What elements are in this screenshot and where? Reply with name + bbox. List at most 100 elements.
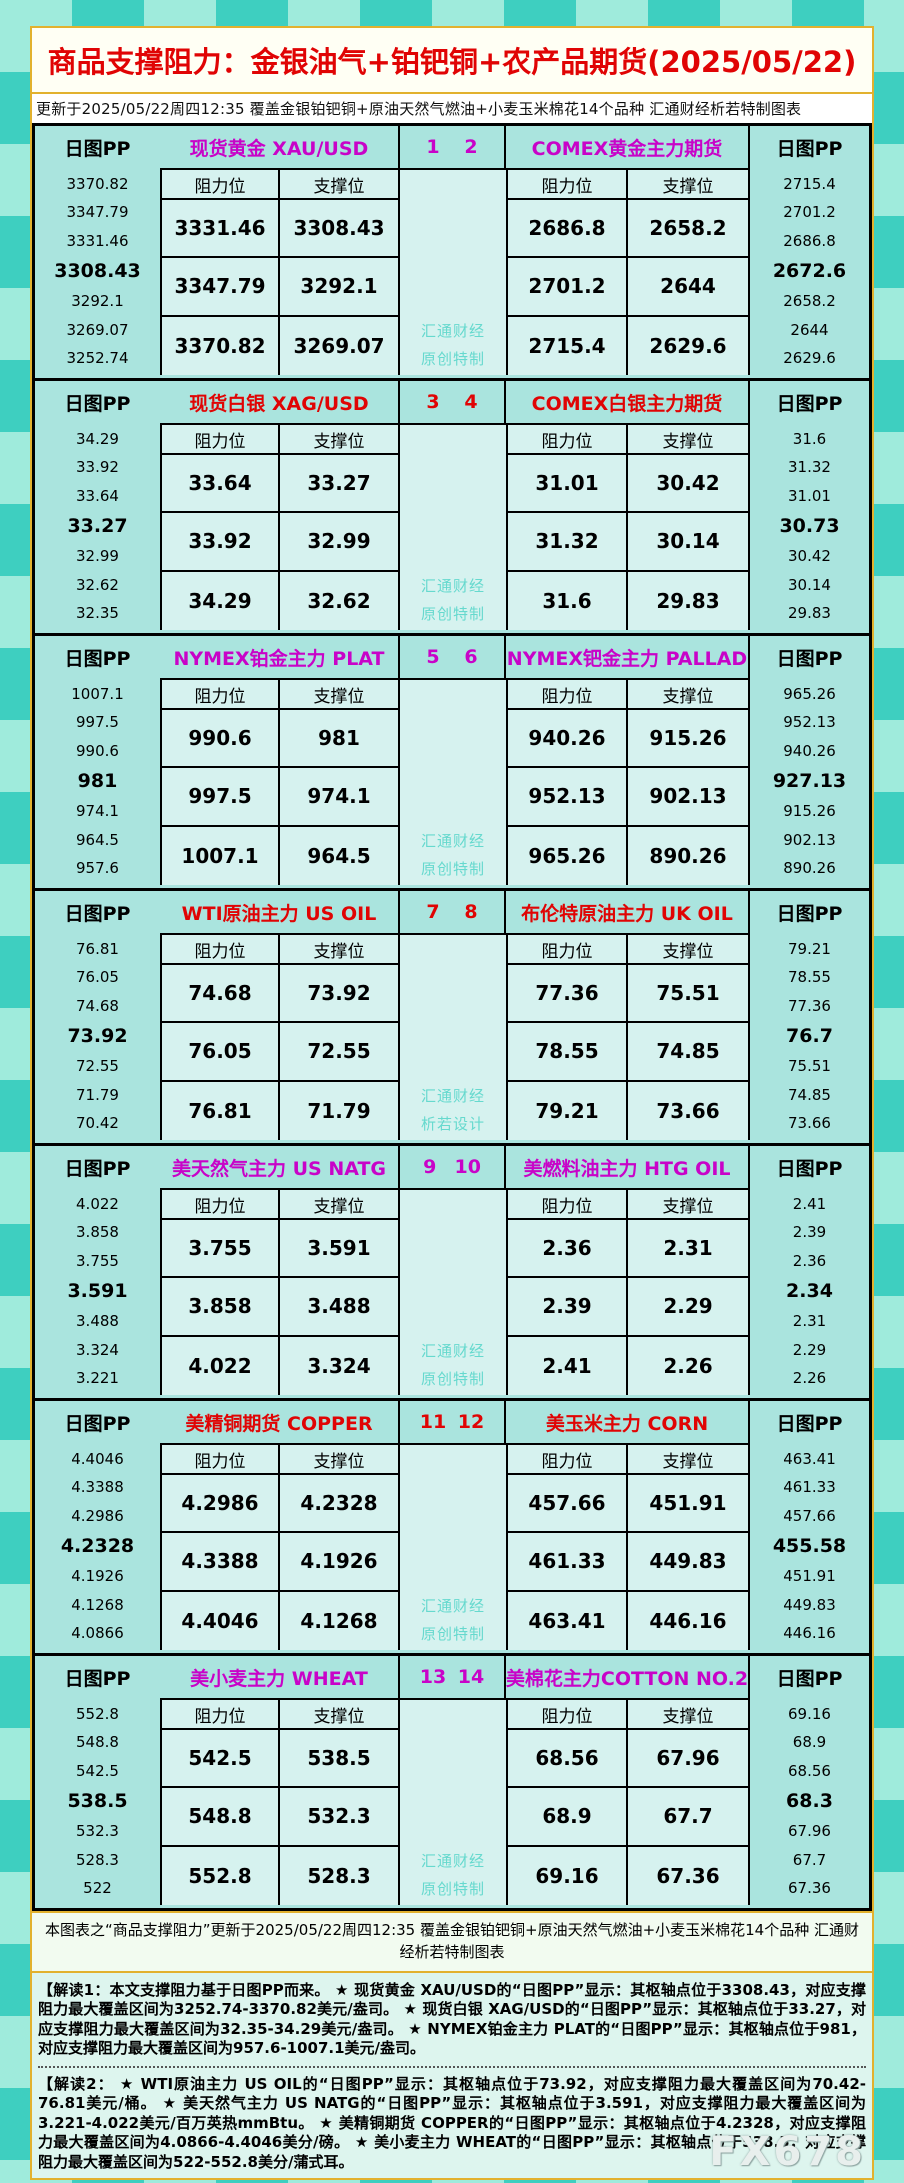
support-header: 支撑位: [628, 1445, 748, 1475]
resistance-header: 阻力位: [162, 935, 280, 965]
watermark-line-2: 原创特制: [420, 1370, 485, 1388]
block-header-row: 日图PP 美天然气主力 US NATG 9 10 美燃料油主力 HTG OIL …: [35, 1146, 869, 1188]
dotted-divider: [38, 2065, 866, 2068]
resistance-value: 2.39: [508, 1278, 628, 1337]
pp-level-value: 31.32: [788, 458, 831, 477]
support-header: 支撑位: [628, 170, 748, 200]
pivot-point-value: 33.27: [67, 514, 128, 537]
pp-level-value: 3.221: [76, 1369, 119, 1388]
daily-pp-label-left: 日图PP: [64, 137, 131, 160]
table-row: 952.13 902.13: [508, 768, 748, 827]
support-value: 902.13: [628, 768, 748, 827]
pair-index-left: 9: [423, 1156, 437, 1178]
pp-level-value: 31.01: [788, 486, 831, 505]
pp-level-value: 3252.74: [66, 349, 129, 368]
watermark-line-1: 汇通财经: [420, 322, 485, 340]
pp-level-value: 2701.2: [783, 203, 836, 222]
support-header: 支撑位: [628, 935, 748, 965]
instrument-name-right: NYMEX钯金主力 PALLAD: [506, 636, 750, 678]
table-header-row: 阻力位 支撑位: [508, 1190, 748, 1220]
resistance-support-table-left: 阻力位 支撑位 3.755 3.591 3.858 3.488 4.022 3.324: [160, 1188, 400, 1395]
pp-level-value: 68.56: [788, 1761, 831, 1780]
page-title: 商品支撑阻力：金银油气+铂钯铜+农产品期货(2025/05/22): [47, 45, 857, 79]
pp-level-value: 76.81: [76, 939, 119, 958]
middle-watermark-column: 汇通财经 原创特制: [400, 1698, 506, 1905]
resistance-value: 69.16: [508, 1846, 628, 1905]
pp-levels-column-right: 69.16 68.9 68.56 68.3 67.96 67.7 67.36: [750, 1698, 869, 1905]
site-watermark: 汇通财经 析若设计: [400, 1076, 506, 1132]
table-row: 3370.82 3269.07: [162, 316, 398, 375]
resistance-value: 76.05: [162, 1023, 280, 1082]
watermark-line-2: 原创特制: [420, 350, 485, 368]
support-value: 29.83: [656, 588, 720, 613]
pp-level-value: 4.1268: [71, 1595, 124, 1614]
support-value: 446.16: [649, 1608, 727, 1633]
pivot-point-value: 73.92: [67, 1024, 128, 1047]
note-paragraph-2: 【解读2： ★ WTI原油主力 US OIL的“日图PP”显示：其枢轴点位于73…: [38, 2074, 866, 2171]
instrument-pair-block: 日图PP NYMEX铂金主力 PLAT 5 6 NYMEX钯金主力 PALLAD…: [35, 636, 869, 891]
table-row: 68.56 67.96: [508, 1730, 748, 1789]
table-row: 31.01 30.42: [508, 455, 748, 514]
pp-level-value: 32.35: [76, 604, 119, 623]
resistance-header: 阻力位: [508, 425, 628, 455]
block-header-row: 日图PP 美小麦主力 WHEAT 13 14 美棉花主力COTTON NO.2 …: [35, 1656, 869, 1698]
pp-level-value: 957.6: [76, 859, 119, 878]
table-row: 33.64 33.27: [162, 455, 398, 514]
pp-levels-column-left: 3370.82 3347.79 3331.46 3308.43 3292.1 3269.0…: [35, 168, 160, 375]
daily-pp-label-right: 日图PP: [776, 1667, 843, 1690]
instrument-pair-block: 日图PP WTI原油主力 US OIL 7 8 布伦特原油主力 UK OIL 日…: [35, 891, 869, 1146]
pp-level-value: 548.8: [76, 1733, 119, 1752]
middle-watermark-column: 汇通财经 析若设计: [400, 933, 506, 1140]
instrument-name-left: 美小麦主力 WHEAT: [160, 1656, 400, 1698]
resistance-value: 3370.82: [162, 316, 280, 375]
support-value: 4.1926: [280, 1533, 398, 1592]
instrument-name-left: 美天然气主力 US NATG: [160, 1146, 400, 1188]
block-header-row: 日图PP WTI原油主力 US OIL 7 8 布伦特原油主力 UK OIL 日…: [35, 891, 869, 933]
resistance-value: 34.29: [162, 571, 280, 630]
support-header: 支撑位: [628, 1190, 748, 1220]
table-row: 74.68 73.92: [162, 965, 398, 1024]
table-row: 2.36 2.31: [508, 1220, 748, 1279]
pp-level-value: 2644: [790, 320, 829, 339]
pp-levels-column-left: 4.4046 4.3388 4.2986 4.2328 4.1926 4.1268 4.08…: [35, 1443, 160, 1650]
resistance-support-table-left: 阻力位 支撑位 990.6 981 997.5 974.1 1007.1 964.5: [160, 678, 400, 885]
watermark-line-2: 析若设计: [420, 1115, 485, 1133]
pp-level-value: 31.6: [792, 429, 827, 448]
daily-pp-label-right: 日图PP: [776, 137, 843, 160]
resistance-header: 阻力位: [508, 1445, 628, 1475]
table-row: 77.36 75.51: [508, 965, 748, 1024]
pp-level-value: 528.3: [76, 1850, 119, 1869]
support-value: 2.31: [628, 1220, 748, 1279]
support-value: 974.1: [280, 768, 398, 827]
table-row: 4.3388 4.1926: [162, 1533, 398, 1592]
instrument-pair-block: 日图PP 现货白银 XAG/USD 3 4 COMEX白银主力期货 日图PP 3…: [35, 381, 869, 636]
table-row: 552.8 528.3: [162, 1846, 398, 1905]
pp-level-value: 2.29: [792, 1340, 827, 1359]
pp-level-value: 3347.79: [66, 203, 129, 222]
pp-level-value: 446.16: [783, 1624, 836, 1643]
resistance-header: 阻力位: [162, 680, 280, 710]
table-row: 542.5 538.5: [162, 1730, 398, 1789]
support-value: 532.3: [280, 1788, 398, 1847]
support-header: 支撑位: [280, 1190, 398, 1220]
watermark-line-1: 汇通财经: [420, 832, 485, 850]
pp-level-value: 32.99: [76, 547, 119, 566]
pp-level-value: 78.55: [788, 968, 831, 987]
table-header-row: 阻力位 支撑位: [162, 425, 398, 455]
pp-level-value: 73.66: [788, 1114, 831, 1133]
pp-level-value: 940.26: [783, 741, 836, 760]
pp-level-value: 952.13: [783, 713, 836, 732]
pp-level-value: 902.13: [783, 830, 836, 849]
pp-level-value: 965.26: [783, 684, 836, 703]
support-value: 67.7: [628, 1788, 748, 1847]
footer-summary: 本图表之“商品支撑阻力”更新于2025/05/22周四12:35 覆盖金银铂钯铜…: [32, 1911, 872, 1973]
resistance-value: 74.68: [162, 965, 280, 1024]
instrument-name-right: COMEX白银主力期货: [506, 381, 750, 423]
table-row: 4.4046 4.1268: [162, 1591, 398, 1650]
support-value: 67.36: [656, 1863, 720, 1888]
support-value: 538.5: [280, 1730, 398, 1789]
pp-level-value: 890.26: [783, 859, 836, 878]
pp-levels-column-right: 463.41 461.33 457.66 455.58 451.91 449.83 446.…: [750, 1443, 869, 1650]
instrument-name-right: 美燃料油主力 HTG OIL: [506, 1146, 750, 1188]
pp-levels-column-left: 552.8 548.8 542.5 538.5 532.3 528.3 522: [35, 1698, 160, 1905]
